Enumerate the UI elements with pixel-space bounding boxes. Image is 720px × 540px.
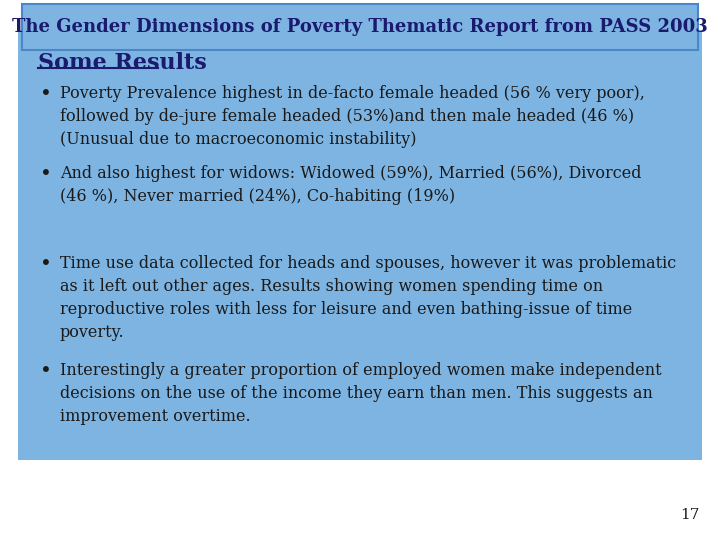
Text: 17: 17 (680, 508, 700, 522)
Text: The Gender Dimensions of Poverty Thematic Report from PASS 2003: The Gender Dimensions of Poverty Themati… (12, 18, 708, 36)
FancyBboxPatch shape (18, 30, 702, 460)
FancyBboxPatch shape (22, 4, 698, 50)
Text: •: • (40, 165, 52, 184)
Text: •: • (40, 362, 52, 381)
Text: •: • (40, 255, 52, 274)
Text: Poverty Prevalence highest in de-facto female headed (56 % very poor),
followed : Poverty Prevalence highest in de-facto f… (60, 85, 645, 148)
Text: Some Results: Some Results (38, 52, 207, 74)
Text: And also highest for widows: Widowed (59%), Married (56%), Divorced
(46 %), Neve: And also highest for widows: Widowed (59… (60, 165, 642, 205)
Text: Time use data collected for heads and spouses, however it was problematic
as it : Time use data collected for heads and sp… (60, 255, 676, 341)
Text: Interestingly a greater proportion of employed women make independent
decisions : Interestingly a greater proportion of em… (60, 362, 662, 424)
Text: •: • (40, 85, 52, 104)
